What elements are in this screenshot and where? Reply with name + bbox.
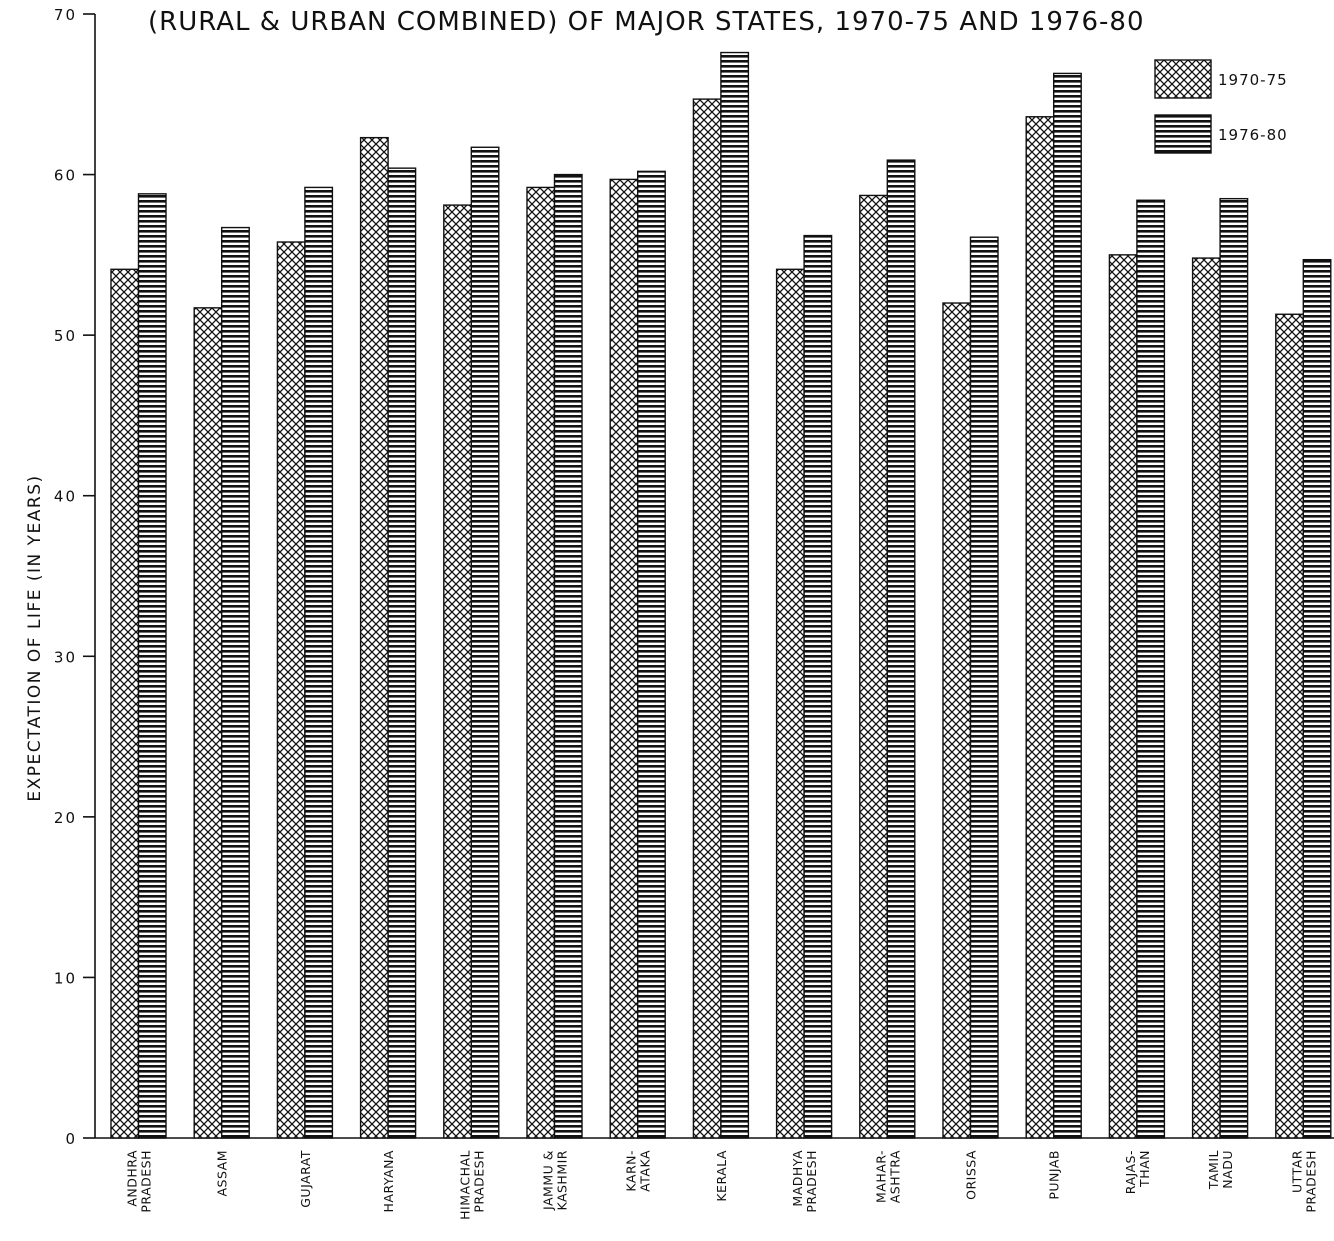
category-label: ASSAM <box>215 1150 230 1197</box>
y-tick-label: 20 <box>54 809 77 827</box>
bar-1976-80-14 <box>1302 258 1332 1139</box>
bar-1976-80-7 <box>720 51 750 1139</box>
bar-1976-80-9 <box>886 159 916 1139</box>
y-tick-label: 70 <box>54 6 77 24</box>
bar-1970-75-10 <box>942 302 972 1139</box>
category-label: GUJARAT <box>298 1150 313 1208</box>
bar-1970-75-0 <box>110 268 140 1139</box>
legend-swatch-1970-75 <box>1154 59 1212 99</box>
legend-label: 1970-75 <box>1218 71 1288 89</box>
bar-1970-75-12 <box>1108 254 1138 1139</box>
y-tick-label: 30 <box>54 648 77 666</box>
bar-1976-80-12 <box>1136 199 1166 1139</box>
y-tick-label: 0 <box>65 1130 77 1148</box>
bar-1976-80-6 <box>637 170 666 1139</box>
y-tick-label: 10 <box>54 969 77 987</box>
bar-1970-75-8 <box>775 268 805 1139</box>
bar-1970-75-7 <box>692 98 722 1139</box>
category-label: MAHAR- <box>873 1150 888 1203</box>
bar-1976-80-11 <box>1052 72 1082 1139</box>
category-labels: ANDHRA PRADESH ASSAM GUJARAT HARYANA HIMACHAL… <box>125 1150 1319 1220</box>
y-tick-label: 60 <box>54 167 77 185</box>
bar-1976-80-0 <box>137 193 167 1139</box>
bar-1976-80-3 <box>387 167 417 1139</box>
bar-1970-75-5 <box>526 186 556 1139</box>
category-label: ATAKA <box>638 1150 653 1192</box>
bar-1970-75-4 <box>443 204 472 1139</box>
category-label: PRADESH <box>1303 1150 1318 1213</box>
bar-1976-80-4 <box>470 146 500 1139</box>
bar-1970-75-6 <box>609 178 639 1139</box>
bar-1976-80-1 <box>220 226 250 1139</box>
bar-1970-75-13 <box>1191 257 1221 1139</box>
bar-1976-80-5 <box>553 173 583 1139</box>
bar-1970-75-14 <box>1275 313 1305 1139</box>
category-label: RAJAS- <box>1123 1150 1138 1194</box>
bar-1970-75-1 <box>193 307 223 1139</box>
y-tick-label: 40 <box>54 488 77 506</box>
legend-swatch-1976-80 <box>1154 114 1212 154</box>
category-label: UTTAR <box>1289 1150 1304 1193</box>
legend-label: 1976-80 <box>1218 126 1288 144</box>
category-label: KARN- <box>624 1150 639 1192</box>
category-label: PRADESH <box>804 1150 819 1213</box>
legend: 1970-75 1976-80 <box>1154 59 1288 154</box>
category-label: TAMIL <box>1206 1150 1221 1190</box>
bar-1976-80-10 <box>969 236 999 1139</box>
category-label: THAN <box>1137 1150 1152 1188</box>
y-tick-label: 50 <box>54 327 77 345</box>
bar-1970-75-9 <box>859 194 888 1139</box>
category-label: KERALA <box>714 1150 729 1202</box>
category-label: PRADESH <box>471 1150 486 1213</box>
y-axis-label: EXPECTATION OF LIFE (IN YEARS) <box>25 474 45 801</box>
bar-1970-75-2 <box>276 241 306 1139</box>
category-label: JAMMU & <box>541 1150 556 1211</box>
category-label: MADHYA <box>790 1150 805 1207</box>
category-label: ASHTRA <box>887 1150 902 1203</box>
category-label: PUNJAB <box>1047 1150 1062 1200</box>
category-label: ORISSA <box>964 1150 979 1200</box>
bar-1976-80-8 <box>803 234 833 1139</box>
category-label: HARYANA <box>381 1150 396 1212</box>
category-label: PRADESH <box>139 1150 154 1213</box>
bar-1970-75-11 <box>1025 116 1055 1139</box>
chart-title: (RURAL & URBAN COMBINED) OF MAJOR STATES… <box>148 7 1145 37</box>
category-label: ANDHRA <box>125 1150 140 1207</box>
category-label: KASHMIR <box>555 1150 570 1211</box>
bar-1976-80-13 <box>1219 197 1249 1139</box>
category-label: HIMACHAL <box>457 1150 472 1220</box>
bar-1976-80-2 <box>304 186 334 1139</box>
bar-1970-75-3 <box>359 136 389 1139</box>
bars-group <box>110 51 1332 1139</box>
category-label: NADU <box>1220 1150 1235 1189</box>
